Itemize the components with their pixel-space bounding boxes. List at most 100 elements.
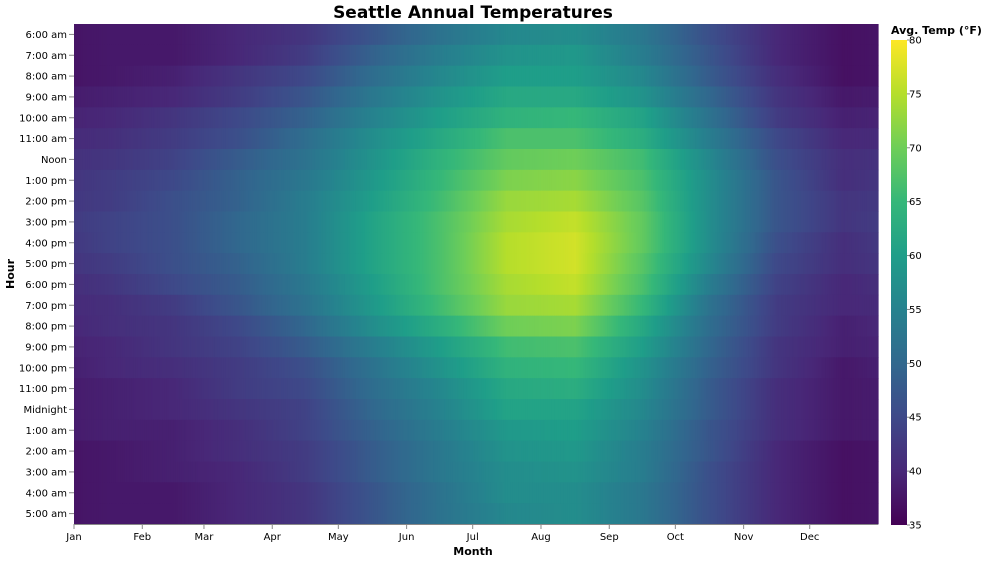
heatmap-cell xyxy=(675,149,679,171)
heatmap-cell xyxy=(342,149,346,171)
heatmap-cell xyxy=(785,211,789,233)
heatmap-cell xyxy=(633,86,637,108)
heatmap-cell xyxy=(100,107,104,129)
heatmap-cell xyxy=(569,232,573,254)
heatmap-cell xyxy=(631,44,635,67)
heatmap-cell xyxy=(688,149,692,171)
heatmap-cell xyxy=(333,86,337,108)
heatmap-cell xyxy=(712,169,716,192)
heatmap-cell xyxy=(395,128,399,150)
heatmap-cell xyxy=(692,190,696,212)
heatmap-cell xyxy=(329,65,333,87)
heatmap-cell xyxy=(292,253,295,275)
heatmap-cell xyxy=(311,24,315,46)
heatmap-cell xyxy=(265,24,269,46)
heatmap-cell xyxy=(479,65,483,87)
heatmap-cell xyxy=(362,86,366,108)
heatmap-cell xyxy=(538,24,542,46)
heatmap-cell xyxy=(871,211,875,233)
heatmap-cell xyxy=(499,190,502,212)
heatmap-cell xyxy=(763,107,767,129)
heatmap-cell xyxy=(593,128,597,150)
heatmap-cell xyxy=(309,107,313,129)
heatmap-cell xyxy=(708,232,712,254)
heatmap-cell xyxy=(91,128,95,150)
heatmap-cell xyxy=(230,44,234,67)
heatmap-cell xyxy=(349,253,353,275)
heatmap-cell xyxy=(82,128,86,150)
heatmap-cell xyxy=(446,169,450,192)
heatmap-cell xyxy=(307,24,311,46)
heatmap-cell xyxy=(545,190,549,212)
heatmap-cell xyxy=(124,65,128,87)
heatmap-cell xyxy=(292,44,295,67)
heatmap-cell xyxy=(344,232,348,254)
heatmap-cell xyxy=(873,169,877,192)
heatmap-cell xyxy=(408,86,412,108)
heatmap-cell xyxy=(157,65,161,87)
heatmap-cell xyxy=(637,65,641,87)
heatmap-cell xyxy=(270,211,273,233)
heatmap-cell xyxy=(470,169,474,192)
heatmap-cell xyxy=(547,149,551,171)
heatmap-cell xyxy=(507,107,511,129)
heatmap-cell xyxy=(543,86,546,108)
heatmap-cell xyxy=(433,86,436,108)
heatmap-cell xyxy=(406,128,410,150)
heatmap-cell xyxy=(413,232,417,254)
heatmap-cell xyxy=(384,86,388,108)
heatmap-cell xyxy=(289,86,293,108)
heatmap-cell xyxy=(569,44,573,67)
heatmap-cell xyxy=(715,86,718,108)
heatmap-cell xyxy=(842,190,846,212)
heatmap-cell xyxy=(798,211,802,233)
heatmap-cell xyxy=(710,169,714,192)
heatmap-cell xyxy=(666,149,670,171)
heatmap-cell xyxy=(228,253,231,275)
heatmap-cell xyxy=(563,65,566,87)
heatmap-cell xyxy=(115,44,119,67)
heatmap-cell xyxy=(512,86,516,108)
heatmap-cell xyxy=(864,44,868,67)
heatmap-cell xyxy=(644,107,648,129)
heatmap-cell xyxy=(748,24,751,46)
heatmap-cell xyxy=(589,86,593,108)
heatmap-cell xyxy=(505,169,509,192)
heatmap-cell xyxy=(430,24,434,46)
heatmap-cell xyxy=(314,169,317,192)
heatmap-cell xyxy=(602,24,606,46)
heatmap-cell xyxy=(474,65,478,87)
heatmap-cell xyxy=(272,253,276,275)
heatmap-cell xyxy=(241,169,245,192)
heatmap-cell xyxy=(794,24,798,46)
heatmap-cell xyxy=(477,128,480,150)
heatmap-cell xyxy=(140,44,143,67)
heatmap-cell xyxy=(640,128,643,150)
heatmap-cell xyxy=(307,44,311,67)
heatmap-cell xyxy=(825,190,828,212)
heatmap-cell xyxy=(219,149,223,171)
heatmap-cell xyxy=(860,86,864,108)
heatmap-cell xyxy=(166,128,170,150)
heatmap-cell xyxy=(417,169,421,192)
heatmap-cell xyxy=(858,24,861,46)
heatmap-cell xyxy=(699,24,703,46)
heatmap-cell xyxy=(263,211,267,233)
heatmap-cell xyxy=(521,232,524,254)
heatmap-cell xyxy=(314,232,317,254)
heatmap-cell xyxy=(122,65,126,87)
heatmap-cell xyxy=(104,24,108,46)
heatmap-cell xyxy=(765,190,769,212)
heatmap-cell xyxy=(521,211,524,233)
heatmap-cell xyxy=(875,253,879,275)
heatmap-cell xyxy=(545,44,549,67)
heatmap-cell xyxy=(362,107,366,129)
heatmap-cell xyxy=(871,149,875,171)
heatmap-cell xyxy=(184,169,187,192)
heatmap-cell xyxy=(571,107,575,129)
heatmap-cell xyxy=(807,107,811,129)
heatmap-cell xyxy=(754,44,758,67)
heatmap-cell xyxy=(516,190,520,212)
heatmap-cell xyxy=(752,211,756,233)
heatmap-cell xyxy=(847,24,850,46)
